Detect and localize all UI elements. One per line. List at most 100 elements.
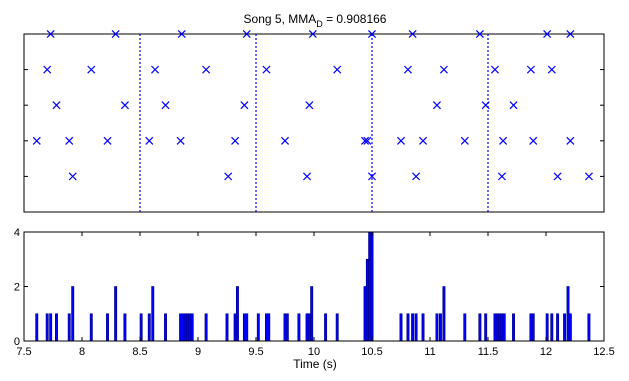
histogram-bar (587, 313, 591, 342)
raster-point-marker (103, 136, 112, 145)
chart-title: Song 5, MMAD = 0.908166 (244, 12, 387, 29)
raster-point-marker (305, 101, 314, 110)
raster-point-marker (303, 172, 312, 181)
raster-point-marker (408, 29, 417, 39)
raster-point-marker (242, 29, 251, 39)
histogram-x-tick-label: 9.5 (248, 346, 263, 358)
histogram-bar (67, 313, 71, 342)
histogram-x-tick-label: 10.5 (361, 346, 382, 358)
raster-point-marker (68, 172, 77, 181)
raster-point-marker (460, 136, 469, 145)
raster-point-marker (46, 29, 55, 39)
raster-point-marker (367, 172, 377, 181)
histogram-bar (438, 313, 442, 342)
histogram-bar (264, 313, 268, 342)
histogram-background (24, 232, 604, 341)
histogram-x-tick-label: 7.5 (16, 346, 31, 358)
histogram-bar (495, 313, 499, 342)
histogram-bar (179, 313, 183, 342)
histogram-bar (566, 286, 570, 342)
raster-point-marker (161, 101, 170, 110)
raster-point-marker (526, 65, 535, 74)
x-axis-label: Time (s) (293, 357, 337, 371)
raster-point-marker (224, 172, 233, 181)
raster-point-marker (280, 136, 290, 145)
raster-point-marker (52, 101, 61, 110)
histogram-bar (545, 313, 549, 342)
raster-point-marker (584, 172, 593, 181)
histogram-bar (123, 313, 127, 342)
raster-point-marker (32, 136, 41, 145)
histogram-bar (188, 313, 192, 342)
histogram-bar (106, 313, 109, 342)
raster-point-marker (439, 65, 448, 74)
histogram-y-tick-label: 4 (14, 227, 20, 239)
histogram-bar (283, 313, 287, 342)
histogram-bar (297, 313, 301, 342)
histogram-bar (71, 286, 75, 342)
raster-point-marker (481, 101, 490, 110)
histogram-bar (164, 313, 167, 342)
histogram-bar (512, 313, 515, 342)
histogram-bar (370, 231, 374, 342)
histogram-bar (484, 313, 488, 342)
histogram-bar (45, 313, 49, 342)
histogram-bar (245, 313, 249, 342)
raster-point-marker (151, 65, 160, 74)
histogram-bar (225, 313, 229, 342)
histogram-bar (114, 286, 118, 342)
histogram-bar (183, 313, 187, 342)
histogram-bar (335, 313, 339, 342)
histogram-x-tick-label: 11 (424, 346, 435, 358)
histogram-bar (307, 313, 311, 342)
raster-point-marker (202, 65, 211, 74)
raster-point-marker (363, 136, 372, 145)
histogram-bar (181, 313, 185, 342)
histogram-bar (493, 313, 497, 342)
histogram-bar (186, 313, 190, 342)
raster-point-marker (176, 136, 185, 145)
histogram-x-tick-label: 8 (79, 346, 85, 358)
raster-point-marker (177, 29, 186, 39)
raster-point-marker (396, 136, 406, 145)
raster-point-marker (87, 65, 96, 74)
histogram-x-tick-label: 9 (195, 346, 201, 358)
histogram-bar (256, 313, 260, 342)
histogram-bar (406, 313, 410, 342)
histogram-x-tick-label: 10 (308, 346, 320, 358)
raster-point-marker (240, 101, 249, 110)
raster-point-marker (43, 65, 52, 74)
raster-point-marker (367, 29, 377, 39)
histogram-bar (368, 231, 372, 342)
raster-point-marker (497, 172, 506, 181)
raster-point-marker (419, 136, 428, 145)
histogram-x-tick-label: 11.5 (478, 346, 499, 358)
raster-point-marker (65, 136, 74, 145)
histogram-bar (414, 313, 418, 342)
histogram-bar (421, 313, 425, 342)
histogram-bar (478, 313, 482, 342)
raster-point-marker (403, 65, 412, 74)
histogram-x-tick-label: 12 (540, 346, 552, 358)
histogram-bar (49, 313, 53, 342)
raster-point-marker (111, 29, 120, 39)
histogram-bar (35, 313, 39, 342)
histogram-bar (550, 313, 554, 342)
raster-point-marker (553, 172, 562, 181)
histogram-bar (529, 313, 533, 342)
raster-point-marker (308, 29, 317, 39)
histogram-bar (365, 258, 369, 342)
histogram-bar (498, 313, 502, 342)
raster-point-marker (566, 136, 575, 145)
histogram-bar (190, 313, 194, 342)
histogram-x-tick-label: 12.5 (593, 346, 614, 358)
event-histogram-plot: 0 2 4 7.5 8 8.5 9 9.5 10 10.5 11 11.5 12 12.5 (14, 227, 615, 358)
histogram-bar (531, 313, 535, 342)
histogram-bar (399, 313, 403, 342)
event-raster-plot (23, 29, 605, 213)
histogram-bar (235, 286, 239, 342)
histogram-bar (500, 313, 504, 342)
raster-point-marker (547, 65, 556, 74)
raster-point-marker (432, 101, 441, 110)
histogram-bar (568, 313, 572, 342)
